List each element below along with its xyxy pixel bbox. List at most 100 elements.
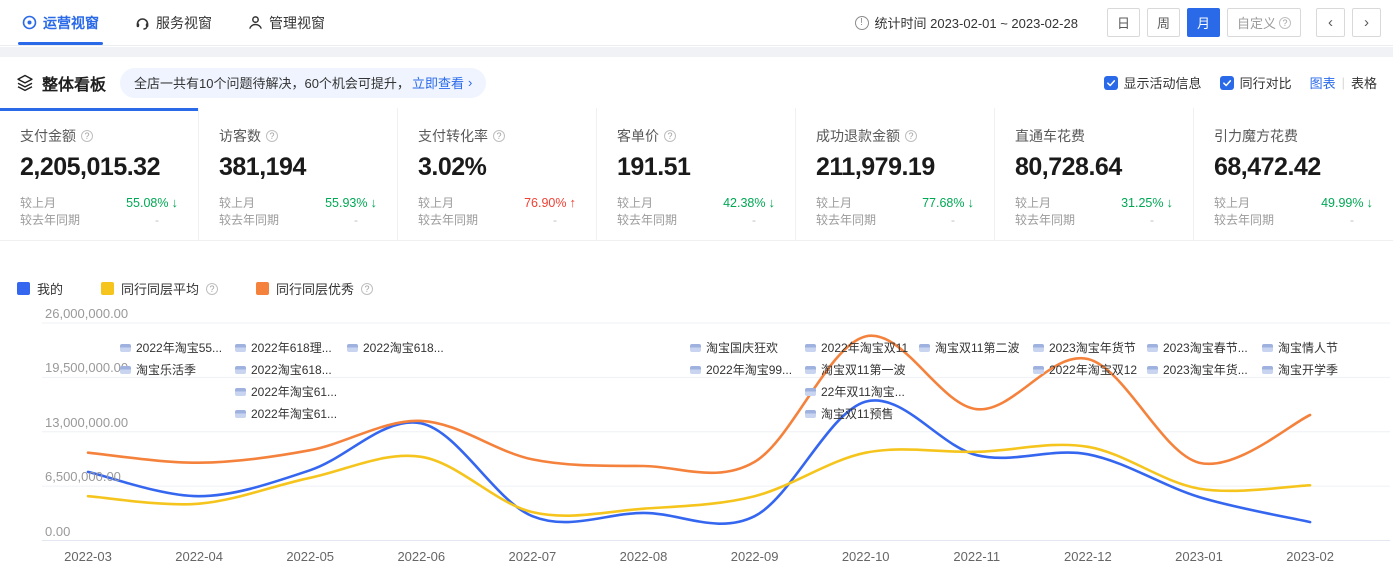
kpi-mom-value: 55.08% ↓ [126, 195, 178, 210]
custom-range-button[interactable]: 自定义 ? [1226, 8, 1301, 37]
range-button-月[interactable]: 月 [1186, 8, 1220, 37]
view-chart-option[interactable]: 图表 [1309, 76, 1336, 91]
event-annotation[interactable]: 2022年淘宝61... [235, 405, 337, 422]
notice-link[interactable]: 立即查看 [411, 76, 464, 91]
event-annotation[interactable]: 淘宝双11第一波 [805, 361, 905, 378]
legend-item-我的[interactable]: 我的 [17, 279, 63, 298]
kpi-card-支付金额[interactable]: 支付金额? 2,205,015.32 较上月 55.08% ↓ 较去年同期 - [0, 108, 199, 240]
kpi-yoy-row: 较去年同期 - [20, 211, 178, 228]
arrow-down-icon: ↓ [1366, 195, 1374, 210]
kpi-mom-percent: 31.25% [1121, 195, 1164, 210]
kpi-title-text: 访客数 [219, 128, 261, 144]
chevron-right-icon: › [1364, 14, 1369, 31]
layers-icon [17, 74, 33, 91]
help-icon[interactable]: ? [664, 130, 676, 142]
help-icon[interactable]: ? [905, 130, 917, 142]
legend-swatch [17, 282, 30, 295]
event-tag-icon [919, 343, 930, 352]
event-annotation[interactable]: 淘宝乐活季 [120, 361, 196, 378]
help-icon[interactable]: ? [206, 282, 219, 295]
legend-swatch [256, 282, 270, 295]
kpi-title-text: 成功退款金额 [816, 128, 900, 144]
info-icon: ! [854, 15, 869, 30]
kpi-mom-row: 较上月 77.68% ↓ [816, 194, 974, 211]
kpi-card-直通车花费[interactable]: 直通车花费 80,728.64 较上月 31.25% ↓ 较去年同期 - [995, 108, 1194, 240]
help-icon[interactable]: ? [493, 130, 505, 142]
event-annotation[interactable]: 淘宝双11第二波 [919, 339, 1019, 356]
view-table-option[interactable]: 表格 [1350, 76, 1377, 91]
kpi-yoy-row: 较去年同期 - [418, 211, 576, 228]
event-annotation[interactable]: 2022淘宝618... [235, 361, 332, 378]
tab-运营视窗[interactable]: 运营视窗 [18, 0, 103, 45]
event-annotation-label: 淘宝双11第二波 [935, 341, 1020, 355]
tab-服务视窗[interactable]: 服务视窗 [135, 0, 212, 45]
arrow-down-icon: ↓ [768, 195, 776, 210]
event-annotation[interactable]: 2023淘宝年货... [1147, 361, 1248, 378]
event-annotation[interactable]: 2022年淘宝99... [690, 361, 792, 378]
legend-item-同行同层优秀[interactable]: 同行同层优秀? [256, 279, 374, 298]
x-axis-tick-label: 2022-10 [841, 549, 890, 564]
kpi-mom-percent: 55.93% [325, 195, 368, 210]
event-annotation[interactable]: 2023淘宝年货节 [1033, 339, 1136, 356]
kpi-title: 支付转化率? [418, 126, 576, 146]
kpi-card-客单价[interactable]: 客单价? 191.51 较上月 42.38% ↓ 较去年同期 - [597, 108, 796, 240]
kpi-mom-label: 较上月 [816, 196, 853, 210]
event-annotation[interactable]: 淘宝情人节 [1262, 339, 1338, 356]
checkbox-checked-icon [1103, 75, 1118, 90]
kpi-title: 引力魔方花费 [1214, 126, 1373, 146]
legend-item-同行同层平均[interactable]: 同行同层平均? [101, 279, 219, 298]
event-annotation[interactable]: 2022淘宝618... [347, 339, 444, 356]
event-annotation[interactable]: 22年双11淘宝... [805, 383, 905, 400]
operations-icon [22, 15, 37, 30]
kpi-card-引力魔方花费[interactable]: 引力魔方花费 68,472.42 较上月 49.99% ↓ 较去年同期 - [1194, 108, 1393, 240]
kpi-title-text: 支付金额 [20, 128, 76, 144]
event-annotation[interactable]: 2022年淘宝55... [120, 339, 222, 356]
kpi-mom-label: 较上月 [418, 196, 455, 210]
event-annotation[interactable]: 2022年淘宝61... [235, 383, 337, 400]
notice-pill: 全店一共有10个问题待解决，60个机会可提升， 立即查看 › [120, 67, 487, 98]
kpi-mom-row: 较上月 31.25% ↓ [1015, 194, 1173, 211]
kpi-mom-percent: 77.68% [922, 195, 965, 210]
kpi-yoy-row: 较去年同期 - [816, 211, 974, 228]
event-annotation-label: 2023淘宝年货节 [1049, 341, 1136, 355]
event-annotation[interactable]: 2022年618理... [235, 339, 332, 356]
kpi-value: 80,728.64 [1015, 153, 1122, 181]
event-annotation[interactable]: 2023淘宝春节... [1147, 339, 1248, 356]
event-annotation[interactable]: 2022年淘宝双11 [805, 339, 908, 356]
kpi-compare-rows: 较上月 77.68% ↓ 较去年同期 - [816, 194, 974, 228]
legend-swatch [101, 282, 115, 295]
event-annotation[interactable]: 淘宝开学季 [1262, 361, 1338, 378]
x-axis-tick-label: 2022-06 [397, 549, 446, 564]
help-icon[interactable]: ? [361, 282, 374, 295]
kpi-yoy-label: 较去年同期 [816, 213, 877, 227]
range-button-周[interactable]: 周 [1146, 8, 1180, 37]
notice-arrow-icon[interactable]: › [467, 75, 473, 90]
event-annotation-label: 2022年淘宝55... [136, 341, 223, 355]
event-annotation-label: 22年双11淘宝... [821, 385, 905, 399]
kpi-mom-row: 较上月 55.08% ↓ [20, 194, 178, 211]
help-icon[interactable]: ? [266, 130, 278, 142]
event-annotation[interactable]: 淘宝双11预售 [805, 405, 893, 422]
event-annotation[interactable]: 2022年淘宝双12 [1033, 361, 1137, 378]
range-button-日[interactable]: 日 [1106, 8, 1140, 37]
arrow-down-icon: ↓ [1166, 195, 1174, 210]
x-axis-tick-label: 2022-08 [619, 549, 668, 564]
peer-compare-checkbox[interactable]: 同行对比 [1219, 73, 1292, 92]
kpi-value: 2,205,015.32 [20, 153, 160, 181]
kpi-card-成功退款金额[interactable]: 成功退款金额? 211,979.19 较上月 77.68% ↓ 较去年同期 - [796, 108, 995, 240]
kpi-value: 381,194 [219, 153, 306, 181]
next-period-button[interactable]: › [1352, 8, 1381, 37]
help-icon[interactable]: ? [81, 130, 93, 142]
kpi-card-支付转化率[interactable]: 支付转化率? 3.02% 较上月 76.90% ↑ 较去年同期 - [398, 108, 597, 240]
kpi-yoy-label: 较去年同期 [418, 213, 479, 227]
x-axis-tick-label: 2022-05 [286, 549, 335, 564]
event-tag-icon [347, 343, 358, 352]
tab-管理视窗[interactable]: 管理视窗 [248, 0, 325, 45]
event-annotation[interactable]: 淘宝国庆狂欢 [690, 339, 778, 356]
kpi-mom-percent: 76.90% [524, 195, 567, 210]
kpi-card-访客数[interactable]: 访客数? 381,194 较上月 55.93% ↓ 较去年同期 - [199, 108, 398, 240]
tab-label: 服务视窗 [156, 14, 212, 31]
prev-period-button[interactable]: ‹ [1316, 8, 1345, 37]
kpi-title: 成功退款金额? [816, 126, 974, 146]
show-activity-checkbox[interactable]: 显示活动信息 [1103, 73, 1202, 92]
